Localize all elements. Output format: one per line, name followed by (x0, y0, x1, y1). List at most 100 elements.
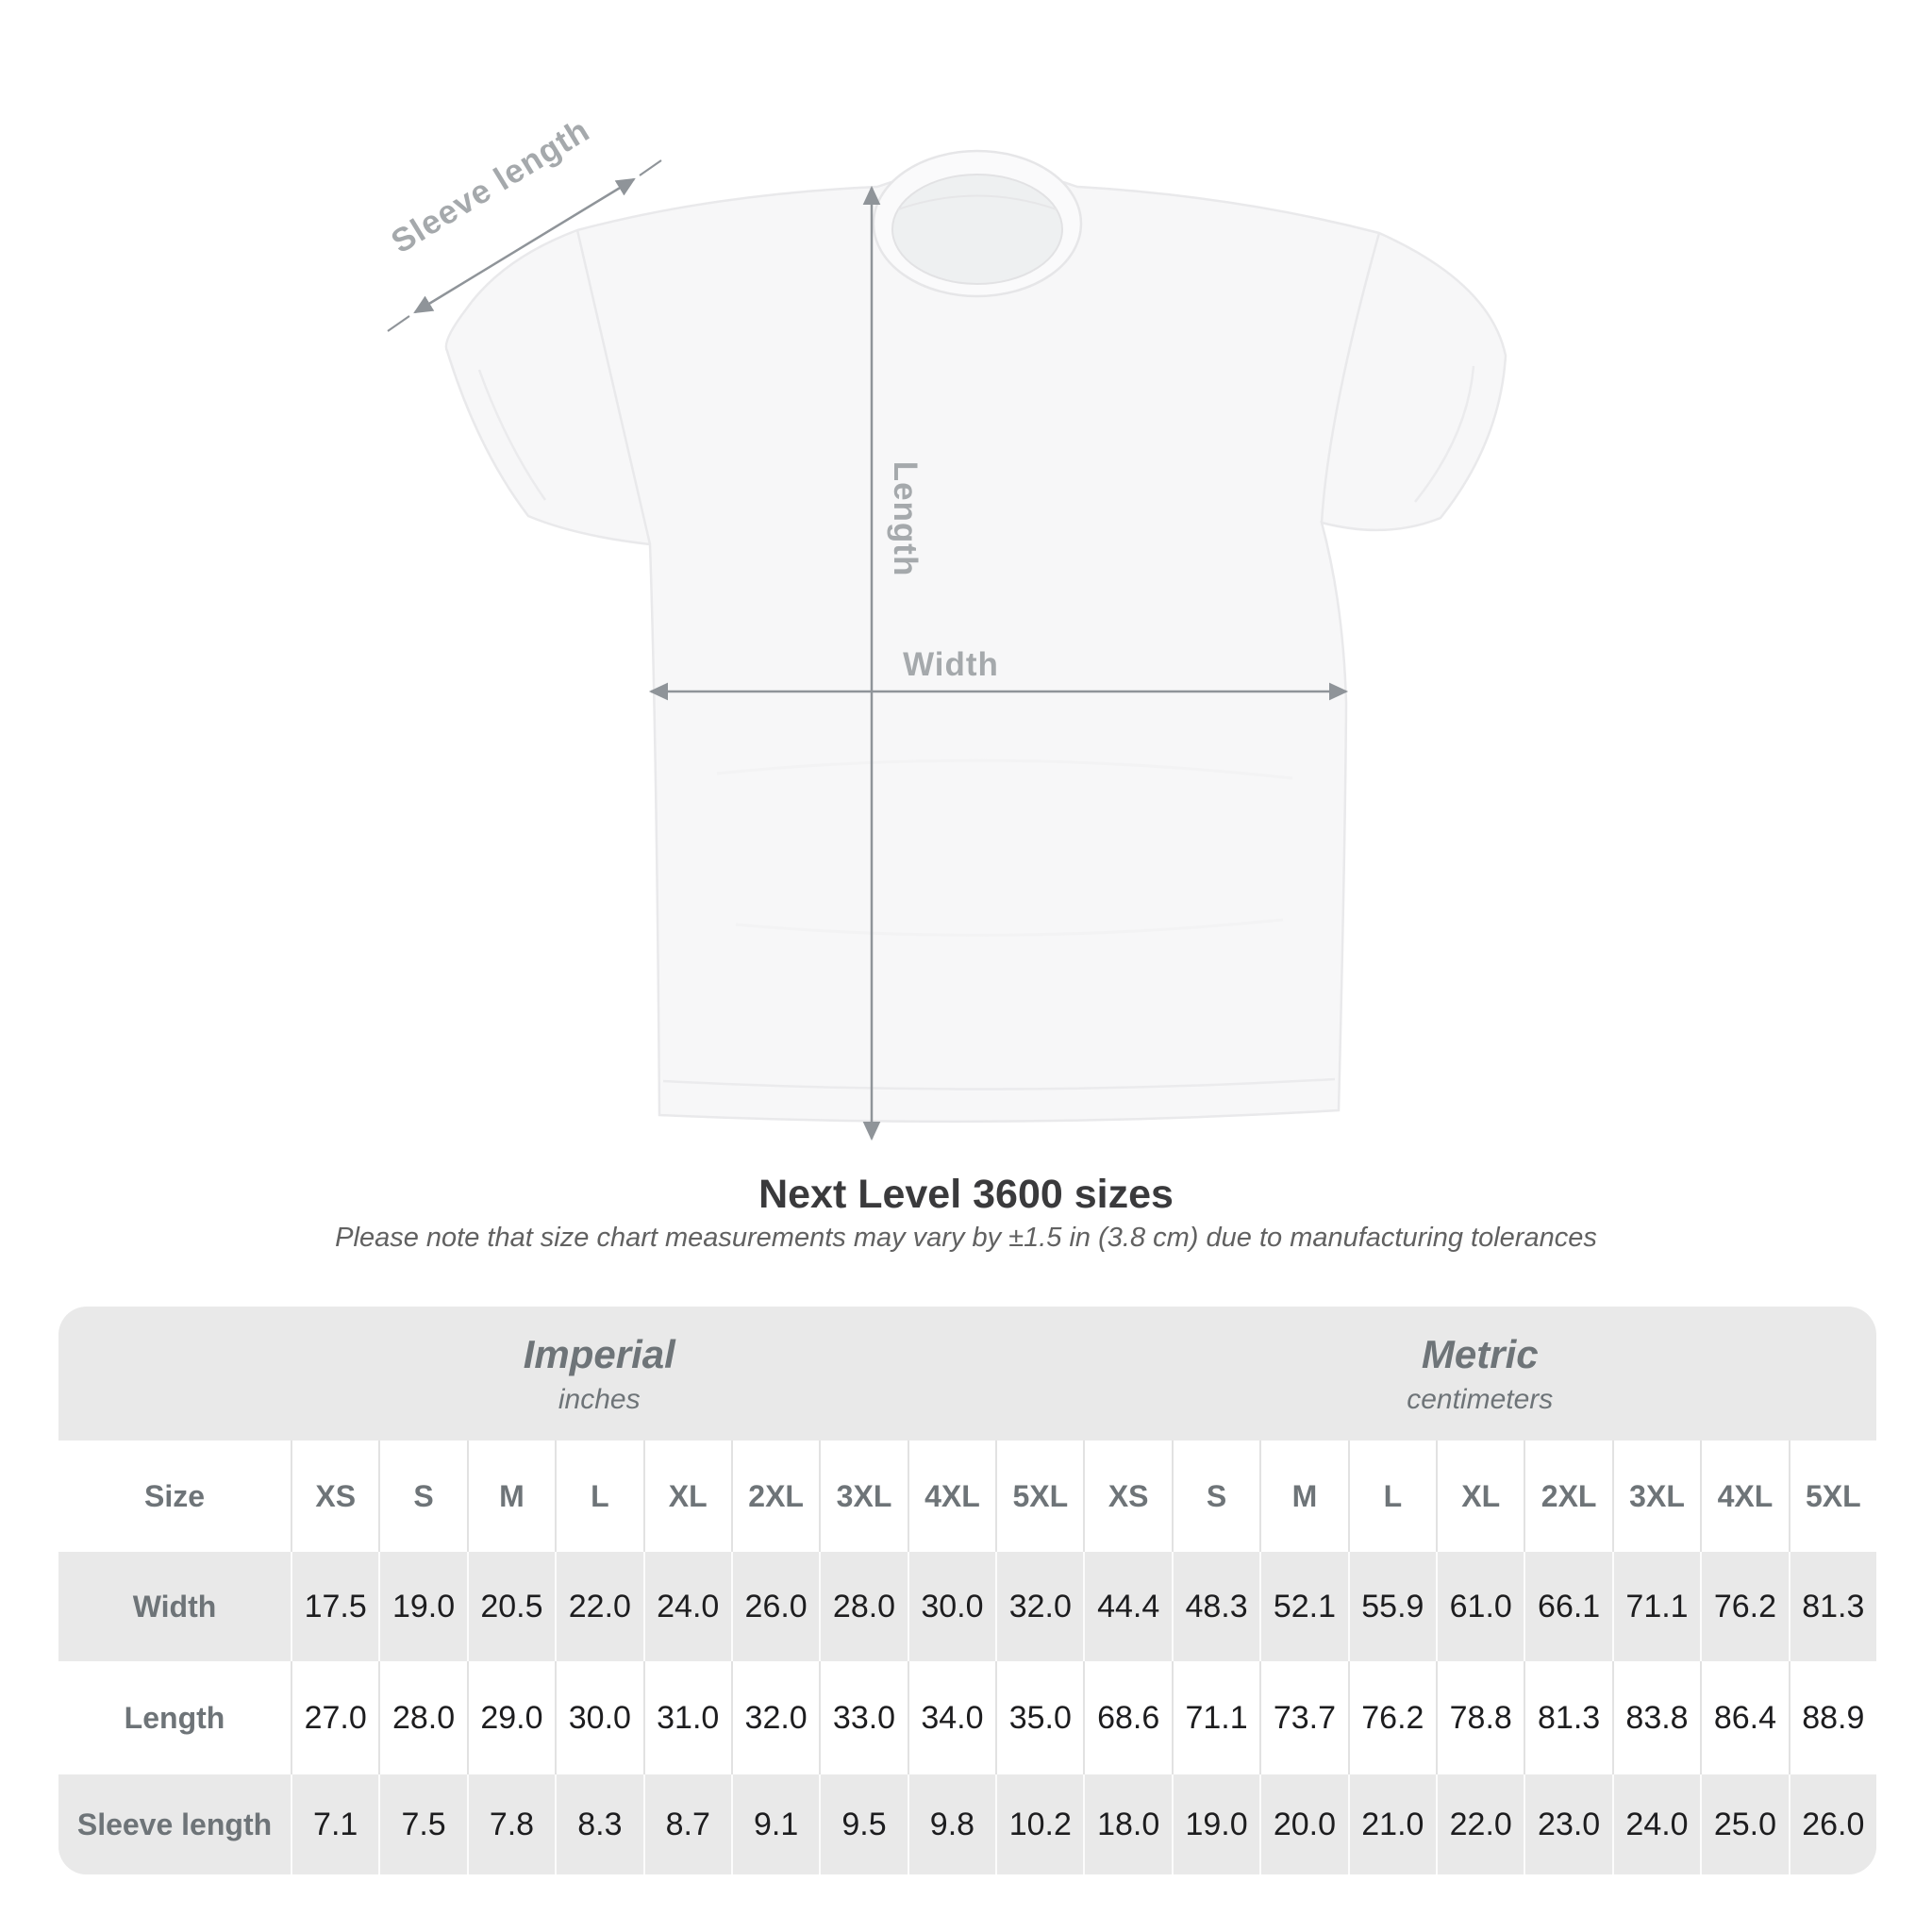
size-cell: XL (642, 1441, 731, 1552)
tshirt-body (444, 167, 1507, 1124)
value-cell: 35.0 (995, 1661, 1083, 1774)
value-cell: 34.0 (907, 1661, 995, 1774)
value-cell: 21.0 (1347, 1774, 1436, 1874)
disclaimer-note: Please note that size chart measurements… (335, 1223, 1597, 1253)
value-cell: 44.4 (1083, 1552, 1171, 1661)
unit-header-row: Imperial inches Metric centimeters (58, 1307, 1876, 1441)
sleeve-length-tick-top (639, 159, 662, 176)
left-cuff-seam (477, 369, 547, 501)
size-cell: 2XL (1524, 1441, 1611, 1552)
value-cell: 86.4 (1700, 1661, 1788, 1774)
value-cell: 78.8 (1436, 1661, 1524, 1774)
size-cell: L (555, 1441, 642, 1552)
size-cell: M (466, 1441, 555, 1552)
size-cell: L (1347, 1441, 1436, 1552)
sleeve-length-tick-bottom (387, 315, 410, 332)
size-cell: 3XL (1611, 1441, 1700, 1552)
value-cell: 19.0 (378, 1552, 466, 1661)
row-label: Width (132, 1589, 217, 1624)
size-cell: 2XL (730, 1441, 819, 1552)
value-cell: 7.8 (466, 1774, 555, 1874)
value-cell: 76.2 (1700, 1552, 1788, 1661)
value-cell: 32.0 (995, 1552, 1083, 1661)
value-cell: 22.0 (1436, 1774, 1524, 1874)
value-cell: 8.3 (555, 1774, 642, 1874)
value-cell: 18.0 (1083, 1774, 1171, 1874)
value-cell: 26.0 (1788, 1774, 1876, 1874)
table-row: Length 27.0 28.0 29.0 30.0 31.0 32.0 33.0 34.0 35… (58, 1661, 1876, 1774)
value-cell: 25.0 (1700, 1774, 1788, 1874)
value-cell: 81.3 (1524, 1661, 1611, 1774)
size-table-grid: Size XS S M L XL 2XL 3XL 4XL 5XL XS S M L XL 2XL 3XL 4XL 5… (58, 1441, 1876, 1874)
length-label: Length (887, 461, 924, 577)
value-cell: 22.0 (555, 1552, 642, 1661)
value-cell: 8.7 (642, 1774, 731, 1874)
value-cell: 23.0 (1524, 1774, 1611, 1874)
size-cell: 4XL (1700, 1441, 1788, 1552)
hem-seam (662, 1077, 1336, 1091)
size-cell: S (378, 1441, 466, 1552)
right-cuff-seam (1414, 365, 1475, 503)
size-cell: 4XL (907, 1441, 995, 1552)
size-cell: XS (291, 1441, 378, 1552)
value-cell: 81.3 (1788, 1552, 1876, 1661)
imperial-unit: inches (558, 1383, 641, 1415)
page-title: Next Level 3600 sizes (758, 1172, 1174, 1217)
tshirt-diagram: Sleeve length Length Width (385, 111, 1507, 1141)
value-cell: 28.0 (378, 1661, 466, 1774)
value-cell: 17.5 (291, 1552, 378, 1661)
imperial-header: Imperial inches (58, 1307, 1084, 1441)
collar-opening (891, 174, 1063, 285)
size-cell: 5XL (995, 1441, 1083, 1552)
value-cell: 33.0 (819, 1661, 907, 1774)
value-cell: 48.3 (1171, 1552, 1259, 1661)
value-cell: 73.7 (1259, 1661, 1347, 1774)
value-cell: 24.0 (642, 1552, 731, 1661)
value-cell: 26.0 (730, 1552, 819, 1661)
table-row: Width 17.5 19.0 20.5 22.0 24.0 26.0 28.0 30.0 32.… (58, 1552, 1876, 1661)
row-label: Size (143, 1478, 206, 1513)
imperial-title: Imperial (523, 1331, 675, 1376)
value-cell: 61.0 (1436, 1552, 1524, 1661)
value-cell: 27.0 (291, 1661, 378, 1774)
value-cell: 88.9 (1788, 1661, 1876, 1774)
value-cell: 31.0 (642, 1661, 731, 1774)
value-cell: 66.1 (1524, 1552, 1611, 1661)
row-label: Sleeve length (76, 1807, 273, 1841)
value-cell: 24.0 (1611, 1774, 1700, 1874)
metric-header: Metric centimeters (1084, 1307, 1877, 1441)
value-cell: 30.0 (907, 1552, 995, 1661)
size-cell: 3XL (819, 1441, 907, 1552)
row-label: Length (124, 1700, 225, 1735)
size-cell: S (1171, 1441, 1259, 1552)
value-cell: 28.0 (819, 1552, 907, 1661)
value-cell: 29.0 (466, 1661, 555, 1774)
body-wrinkle (716, 758, 1293, 780)
value-cell: 7.1 (291, 1774, 378, 1874)
size-cell: XS (1083, 1441, 1171, 1552)
right-sleeve-seam (1320, 232, 1381, 524)
size-header-row: Size XS S M L XL 2XL 3XL 4XL 5XL XS S M L XL 2XL 3XL 4XL 5… (58, 1441, 1876, 1552)
value-cell: 68.6 (1083, 1661, 1171, 1774)
size-cell: XL (1436, 1441, 1524, 1552)
width-label: Width (903, 646, 999, 683)
value-cell: 71.1 (1171, 1661, 1259, 1774)
size-cell: M (1259, 1441, 1347, 1552)
value-cell: 20.5 (466, 1552, 555, 1661)
value-cell: 20.0 (1259, 1774, 1347, 1874)
value-cell: 52.1 (1259, 1552, 1347, 1661)
value-cell: 7.5 (378, 1774, 466, 1874)
table-row: Sleeve length 7.1 7.5 7.8 8.3 8.7 9.1 9.5 9.8 10.… (58, 1774, 1876, 1874)
value-cell: 19.0 (1171, 1774, 1259, 1874)
measurement-lines (387, 159, 1349, 1141)
sleeve-length-line (413, 177, 636, 314)
tshirt-graphic (444, 149, 1507, 1124)
value-cell: 30.0 (555, 1661, 642, 1774)
value-cell: 32.0 (730, 1661, 819, 1774)
size-table: Imperial inches Metric centimeters Size X… (58, 1307, 1876, 1874)
value-cell: 55.9 (1347, 1552, 1436, 1661)
value-cell: 76.2 (1347, 1661, 1436, 1774)
value-cell: 9.8 (907, 1774, 995, 1874)
value-cell: 9.1 (730, 1774, 819, 1874)
